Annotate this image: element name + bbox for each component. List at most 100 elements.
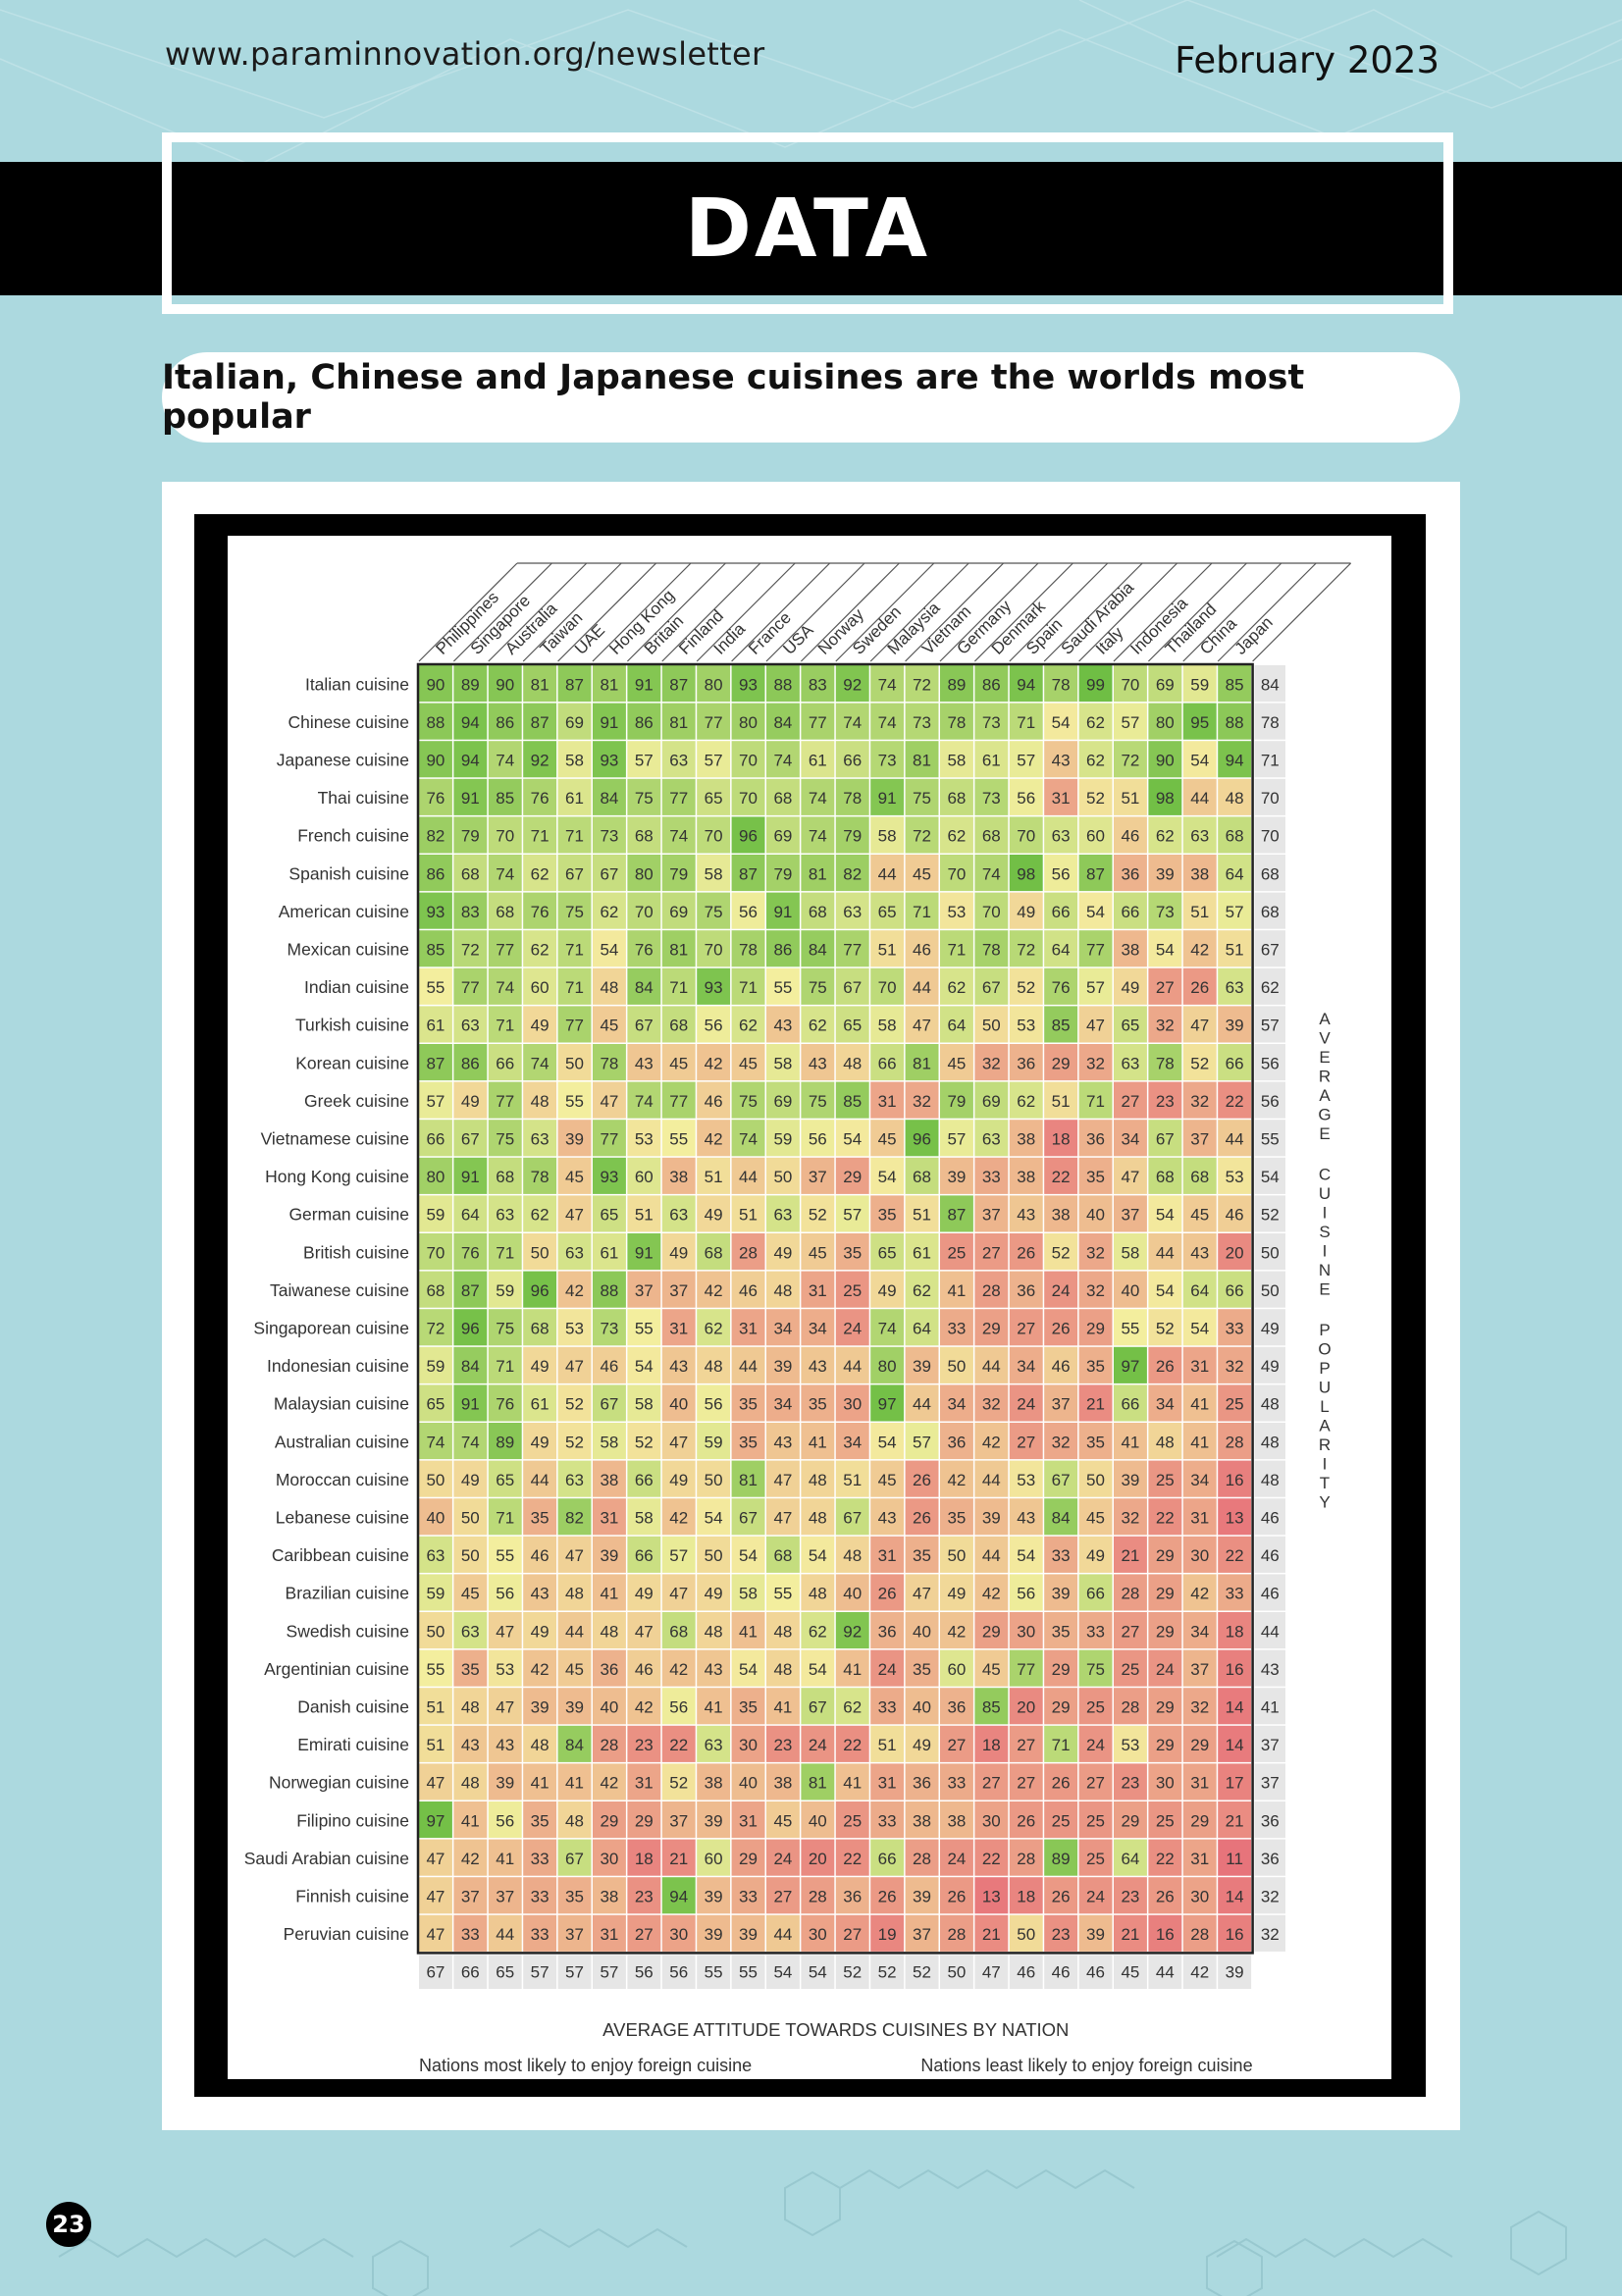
heatmap-cell (1114, 1346, 1147, 1383)
heatmap-cell (1218, 1914, 1252, 1952)
heatmap-cell (661, 1839, 696, 1876)
cell-value: 45 (565, 1168, 584, 1186)
heatmap-cell (557, 1044, 592, 1081)
cell-value: 39 (565, 1698, 584, 1717)
heatmap-cell (801, 1536, 835, 1573)
heatmap-cell (1218, 1725, 1252, 1762)
heatmap-cell (419, 1195, 452, 1232)
cell-value: 68 (426, 1281, 445, 1300)
row-average: 43 (1261, 1660, 1280, 1679)
heatmap-cell (870, 1195, 905, 1232)
heatmap-cell (870, 1649, 905, 1687)
heatmap-cell (1148, 741, 1182, 778)
cell-value: 41 (531, 1774, 549, 1793)
cell-value: 65 (843, 1017, 862, 1035)
heatmap-cell (1182, 1423, 1217, 1460)
cell-value: 74 (878, 675, 897, 694)
cell-value: 59 (1190, 675, 1209, 694)
newsletter-url[interactable]: www.paraminnovation.org/newsletter (165, 35, 765, 73)
cell-value: 47 (1190, 1017, 1209, 1035)
heatmap-cell (1009, 1839, 1043, 1876)
cell-value: 39 (947, 1168, 966, 1186)
cell-value: 53 (496, 1660, 514, 1679)
heatmap-cell (488, 1612, 522, 1649)
heatmap-cell (1148, 1498, 1182, 1536)
heatmap-cell (1009, 1688, 1043, 1725)
heatmap-cell (1114, 1157, 1147, 1194)
column-average: 45 (1121, 1963, 1139, 1982)
cell-value: 18 (635, 1850, 654, 1868)
cell-value: 71 (496, 1509, 514, 1528)
cell-value: 73 (600, 1320, 618, 1338)
cell-value: 96 (739, 827, 758, 846)
cell-value: 27 (982, 1774, 1001, 1793)
cell-value: 55 (1121, 1320, 1139, 1338)
cell-value: 45 (947, 1054, 966, 1072)
heatmap-cell (419, 1839, 452, 1876)
cuisine-label: Brazilian cuisine (286, 1584, 409, 1603)
heatmap-cell (835, 1081, 869, 1119)
column-average-cell (801, 1955, 835, 1989)
heatmap-cell (419, 892, 452, 929)
heatmap-cell (940, 703, 973, 740)
cell-value: 29 (635, 1811, 654, 1830)
heatmap-cell (801, 703, 835, 740)
heatmap-cell (731, 967, 765, 1005)
heatmap-cell (766, 1649, 800, 1687)
heatmap-cell (1044, 1157, 1078, 1194)
heatmap-cell (1114, 855, 1147, 892)
heatmap-cell (661, 1649, 696, 1687)
heatmap-cell (697, 1423, 731, 1460)
heatmap-cell (835, 892, 869, 929)
cell-value: 51 (635, 1206, 654, 1225)
cell-value: 28 (1017, 1850, 1035, 1868)
column-average: 46 (1052, 1963, 1071, 1982)
heatmap-cell (905, 1688, 939, 1725)
cell-value: 76 (635, 941, 654, 960)
cell-value: 39 (1226, 1017, 1244, 1035)
cell-value: 35 (739, 1433, 758, 1451)
heatmap-cell (974, 1914, 1009, 1952)
heatmap-cell (1148, 1688, 1182, 1725)
heatmap-cell (1182, 967, 1217, 1005)
heatmap-cell (593, 1271, 626, 1308)
row-average: 56 (1261, 1054, 1280, 1072)
heatmap-cell (697, 1649, 731, 1687)
cell-value: 47 (496, 1698, 514, 1717)
cell-value: 29 (739, 1850, 758, 1868)
cell-value: 18 (1052, 1130, 1071, 1149)
heatmap-cell (488, 1649, 522, 1687)
cuisine-label: Hong Kong cuisine (265, 1167, 409, 1186)
heatmap-cell (1044, 1384, 1078, 1422)
heatmap-cell (940, 1763, 973, 1800)
cell-value: 38 (947, 1811, 966, 1830)
heatmap-cell (661, 1801, 696, 1839)
heatmap-cell (731, 892, 765, 929)
cell-value: 30 (1190, 1546, 1209, 1565)
cell-value: 35 (913, 1546, 931, 1565)
cell-value: 57 (426, 1092, 445, 1111)
heatmap-cell (1148, 892, 1182, 929)
cell-value: 91 (461, 1168, 480, 1186)
cell-value: 71 (565, 978, 584, 997)
heatmap-cell (1044, 1233, 1078, 1271)
article-subtitle: Italian, Chinese and Japanese cuisines a… (162, 352, 1460, 443)
heatmap-cell (488, 1271, 522, 1308)
heatmap-cell (870, 1536, 905, 1573)
heatmap-cell (523, 892, 557, 929)
header-divider (1182, 562, 1282, 662)
heatmap-cell (593, 1498, 626, 1536)
heatmap-cell (1044, 1839, 1078, 1876)
cell-value: 45 (739, 1054, 758, 1072)
cell-value: 43 (773, 1433, 792, 1451)
heatmap-cell (627, 741, 661, 778)
heatmap-cell (593, 1536, 626, 1573)
heatmap-cell (801, 1574, 835, 1611)
cell-value: 57 (1086, 978, 1105, 997)
cell-value: 57 (843, 1206, 862, 1225)
heatmap-cell (801, 1006, 835, 1043)
heatmap-cell (661, 1309, 696, 1346)
heatmap-cell (557, 1309, 592, 1346)
cell-value: 67 (635, 1017, 654, 1035)
cell-value: 28 (1121, 1585, 1139, 1603)
